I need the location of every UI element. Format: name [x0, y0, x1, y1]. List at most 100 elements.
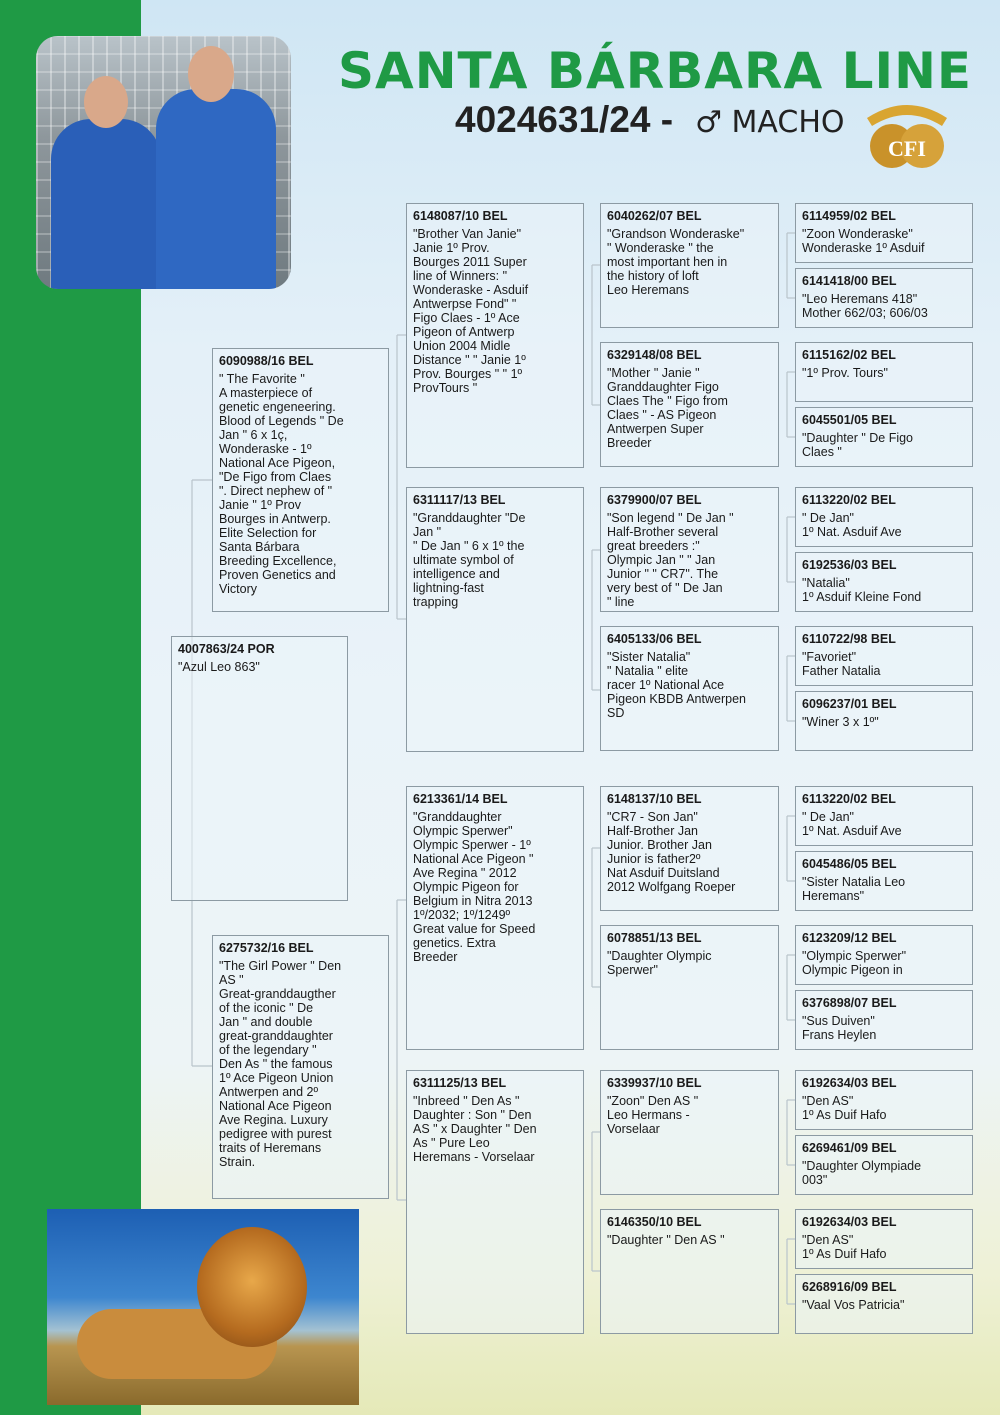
pedigree-box: 6040262/07 BEL "Grandson Wonderaske" " Wo… — [600, 203, 779, 328]
ring-id: 6090988/16 BEL — [219, 354, 314, 368]
ring-id: 6376898/07 BEL — [802, 996, 897, 1010]
pedigree-box: 6311117/13 BEL "Granddaughter "De Jan " "… — [406, 487, 584, 752]
pedigree-box: 6146350/10 BEL "Daughter " Den AS " — [600, 1209, 779, 1334]
pigeon-description: "Den AS" 1º As Duif Hafo — [802, 1094, 887, 1122]
ring-id: 4007863/24 POR — [178, 642, 275, 656]
ring-id: 6213361/14 BEL — [413, 792, 508, 806]
pigeon-description: "Grandson Wonderaske" " Wonderaske " the… — [607, 227, 745, 297]
pedigree-box: 6405133/06 BEL "Sister Natalia" " Natalia… — [600, 626, 779, 751]
pigeon-description: "Daughter " De Figo Claes " — [802, 431, 914, 459]
ring-id: 6311117/13 BEL — [413, 493, 506, 507]
pigeon-description: "Sus Duiven" Frans Heylen — [802, 1014, 877, 1042]
pigeon-description: " The Favorite " A masterpiece of geneti… — [219, 372, 344, 596]
ring-id: 6268916/09 BEL — [802, 1280, 897, 1294]
pigeon-description: "Sister Natalia Leo Heremans" — [802, 875, 906, 903]
pigeon-description: " De Jan" 1º Nat. Asduif Ave — [802, 511, 902, 539]
ring-id: 6114959/02 BEL — [802, 209, 896, 223]
pedigree-box: 6376898/07 BEL "Sus Duiven" Frans Heylen — [795, 990, 973, 1050]
ring-id: 6110722/98 BEL — [802, 632, 896, 646]
pigeon-description: "Inbreed " Den As " Daughter : Son " Den… — [413, 1094, 537, 1164]
ring-id: 6192634/03 BEL — [802, 1076, 897, 1090]
pedigree-box: 6078851/13 BEL "Daughter Olympic Sperwer" — [600, 925, 779, 1050]
pigeon-description: "Zoon Wonderaske" Wonderaske 1º Asduif — [802, 227, 925, 255]
male-symbol-icon: ♂ — [695, 105, 722, 140]
ring-id: 6113220/02 BEL — [802, 493, 896, 507]
ring-id: 6192634/03 BEL — [802, 1215, 897, 1229]
pedigree-box: 6339937/10 BEL "Zoon" Den AS " Leo Herman… — [600, 1070, 779, 1195]
pigeon-description: "Olympic Sperwer" Olympic Pigeon in — [802, 949, 907, 977]
pedigree-box: 6113220/02 BEL " De Jan" 1º Nat. Asduif A… — [795, 487, 973, 547]
ring-id: 6192536/03 BEL — [802, 558, 897, 572]
pigeon-description: "Natalia" 1º Asduif Kleine Fond — [802, 576, 922, 604]
ring-id: 6040262/07 BEL — [607, 209, 702, 223]
pigeon-description: "CR7 - Son Jan" Half-Brother Jan Junior.… — [607, 810, 736, 894]
pedigree-box: 4007863/24 POR "Azul Leo 863" — [171, 636, 348, 901]
ring-id: 6148137/10 BEL — [607, 792, 702, 806]
pigeon-description: "Granddaughter "De Jan " " De Jan " 6 x … — [413, 511, 526, 609]
pedigree-box: 6268916/09 BEL "Vaal Vos Patricia" — [795, 1274, 973, 1334]
pedigree-box: 6192536/03 BEL "Natalia" 1º Asduif Kleine… — [795, 552, 973, 612]
pigeon-description: "Daughter Olympiade 003" — [802, 1159, 922, 1187]
pigeon-description: "Sister Natalia" " Natalia " elite racer… — [607, 650, 746, 720]
ring-id: 6275732/16 BEL — [219, 941, 314, 955]
pedigree-box: 6275732/16 BEL "The Girl Power " Den AS "… — [212, 935, 389, 1199]
pedigree-box: 6379900/07 BEL "Son legend " De Jan " Hal… — [600, 487, 779, 612]
pigeon-description: "The Girl Power " Den AS " Great-grandda… — [219, 959, 342, 1169]
pigeon-description: "Winer 3 x 1º" — [802, 715, 879, 729]
ring-id: 6045486/05 BEL — [802, 857, 897, 871]
pigeon-description: "1º Prov. Tours" — [802, 366, 888, 380]
ring-id: 6123209/12 BEL — [802, 931, 897, 945]
ring-id: 6078851/13 BEL — [607, 931, 702, 945]
pedigree-box: 6213361/14 BEL "Granddaughter Olympic Spe… — [406, 786, 584, 1050]
page-title: SANTA BÁRBARA LINE — [338, 42, 973, 100]
ring-id: 6339937/10 BEL — [607, 1076, 702, 1090]
pigeon-description: "Favoriet" Father Natalia — [802, 650, 881, 678]
pigeon-description: "Mother " Janie " Granddaughter Figo Cla… — [607, 366, 728, 450]
pigeon-description: "Daughter Olympic Sperwer" — [607, 949, 712, 977]
ring-id: 6379900/07 BEL — [607, 493, 702, 507]
pedigree-box: 6141418/00 BEL "Leo Heremans 418" Mother … — [795, 268, 973, 328]
sex-text: MACHO — [731, 105, 845, 140]
pedigree-box: 6192634/03 BEL "Den AS" 1º As Duif Hafo — [795, 1070, 973, 1130]
pigeon-description: "Brother Van Janie" Janie 1º Prov. Bourg… — [413, 227, 529, 395]
pigeon-description: "Daughter " Den AS " — [607, 1233, 725, 1247]
pedigree-box: 6110722/98 BEL "Favoriet" Father Natalia — [795, 626, 973, 686]
ring-id: 6269461/09 BEL — [802, 1141, 897, 1155]
pedigree-box: 6148087/10 BEL "Brother Van Janie" Janie … — [406, 203, 584, 468]
pedigree-box: 6311125/13 BEL "Inbreed " Den As " Daught… — [406, 1070, 584, 1334]
ring-id: 6146350/10 BEL — [607, 1215, 702, 1229]
ring-id: 6115162/02 BEL — [802, 348, 896, 362]
pigeon-description: "Den AS" 1º As Duif Hafo — [802, 1233, 887, 1261]
pedigree-box: 6096237/01 BEL "Winer 3 x 1º" — [795, 691, 973, 751]
pedigree-box: 6148137/10 BEL "CR7 - Son Jan" Half-Broth… — [600, 786, 779, 911]
pedigree-box: 6192634/03 BEL "Den AS" 1º As Duif Hafo — [795, 1209, 973, 1269]
pedigree-box: 6090988/16 BEL " The Favorite " A masterp… — [212, 348, 389, 612]
ring-number: 4024631/24 - — [455, 99, 674, 140]
breeders-photo — [36, 36, 291, 289]
pigeon-description: " De Jan" 1º Nat. Asduif Ave — [802, 810, 902, 838]
subheader: 4024631/24 - ♂ MACHO — [455, 98, 845, 145]
pigeon-description: "Azul Leo 863" — [178, 660, 260, 674]
ring-id: 6096237/01 BEL — [802, 697, 897, 711]
ring-id: 6113220/02 BEL — [802, 792, 896, 806]
club-logo: CFI — [867, 105, 947, 168]
pedigree-box: 6045486/05 BEL "Sister Natalia Leo Herema… — [795, 851, 973, 911]
pedigree-box: 6123209/12 BEL "Olympic Sperwer" Olympic … — [795, 925, 973, 985]
ring-id: 6405133/06 BEL — [607, 632, 702, 646]
ring-id: 6141418/00 BEL — [802, 274, 897, 288]
ring-id: 6045501/05 BEL — [802, 413, 897, 427]
ring-id: 6329148/08 BEL — [607, 348, 702, 362]
ring-id: 6311125/13 BEL — [413, 1076, 507, 1090]
pedigree-box: 6269461/09 BEL "Daughter Olympiade 003" — [795, 1135, 973, 1195]
pedigree-box: 6329148/08 BEL "Mother " Janie " Granddau… — [600, 342, 779, 467]
pedigree-box: 6115162/02 BEL "1º Prov. Tours" — [795, 342, 973, 402]
pigeon-description: "Granddaughter Olympic Sperwer" Olympic … — [413, 810, 536, 964]
pigeon-description: "Vaal Vos Patricia" — [802, 1298, 905, 1312]
sex-label: ♂ MACHO — [695, 101, 844, 145]
logo-lettering: CFI — [888, 136, 926, 161]
ring-id: 6148087/10 BEL — [413, 209, 508, 223]
pigeon-description: "Son legend " De Jan " Half-Brother seve… — [607, 511, 734, 609]
pedigree-box: 6113220/02 BEL " De Jan" 1º Nat. Asduif A… — [795, 786, 973, 846]
pigeon-description: "Leo Heremans 418" Mother 662/03; 606/03 — [802, 292, 928, 320]
pedigree-box: 6114959/02 BEL "Zoon Wonderaske" Wonderas… — [795, 203, 973, 263]
